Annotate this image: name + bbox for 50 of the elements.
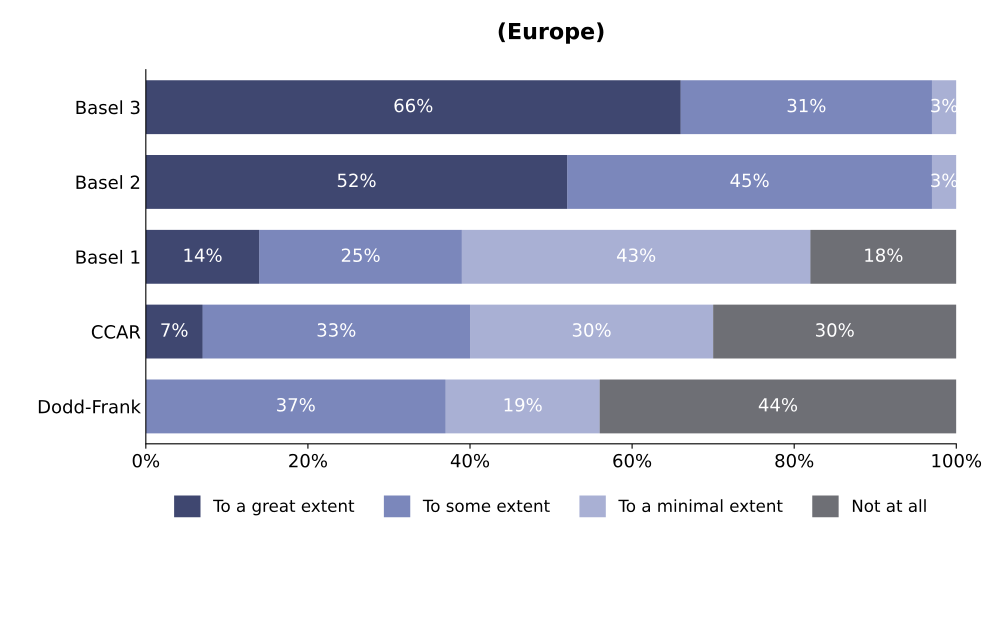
- bar: [932, 80, 956, 134]
- legend-label: Not at all: [852, 499, 926, 512]
- data-label: 25%: [342, 248, 380, 262]
- bar: [810, 230, 956, 284]
- bar: [567, 155, 932, 209]
- x-tick-label: 40%: [450, 454, 490, 468]
- data-label: 33%: [318, 323, 356, 337]
- bar: [600, 379, 956, 434]
- x-tick-label: 0%: [132, 454, 160, 468]
- bar: [446, 379, 600, 434]
- data-label: 44%: [758, 398, 798, 412]
- y-tick-label: Basel 2: [76, 175, 140, 190]
- chart-title: (Europe): [498, 22, 604, 44]
- x-tick-label: 100%: [932, 454, 982, 468]
- y-tick-label: CCAR: [92, 325, 140, 339]
- bar: [146, 155, 568, 209]
- data-label: 66%: [394, 98, 432, 112]
- bar: [146, 80, 681, 134]
- legend-label: To a minimal extent: [618, 499, 783, 512]
- bar: [146, 304, 203, 359]
- data-label: 7%: [161, 323, 188, 337]
- y-tick-label: Basel 1: [76, 250, 140, 264]
- bar: [202, 304, 470, 359]
- x-tick-label: 20%: [289, 454, 327, 468]
- legend-label: To some extent: [422, 500, 550, 512]
- data-label: 31%: [788, 98, 826, 112]
- data-label: 18%: [865, 248, 902, 262]
- bar: [932, 155, 956, 209]
- x-tick-label: 80%: [775, 454, 814, 468]
- legend-label: To a great extent: [213, 500, 354, 516]
- data-label: 52%: [338, 174, 376, 188]
- data-label: 3%: [931, 174, 958, 188]
- data-label: 37%: [277, 398, 315, 412]
- x-tick-label: 60%: [613, 454, 652, 468]
- bar: [146, 230, 260, 284]
- bar: [259, 230, 462, 284]
- y-tick-label: Basel 3: [76, 100, 140, 114]
- data-label: 30%: [572, 323, 611, 337]
- bar: [680, 80, 932, 134]
- bar: [146, 379, 446, 434]
- data-label: 14%: [184, 248, 222, 262]
- data-label: 30%: [816, 323, 854, 337]
- data-label: 3%: [931, 98, 958, 112]
- data-label: 19%: [504, 398, 542, 412]
- bar: [470, 304, 714, 359]
- y-tick-label: Dodd-Frank: [38, 400, 141, 414]
- data-label: 43%: [616, 248, 656, 262]
- bar: [462, 230, 810, 284]
- data-label: 45%: [730, 174, 769, 188]
- bar: [713, 304, 956, 359]
